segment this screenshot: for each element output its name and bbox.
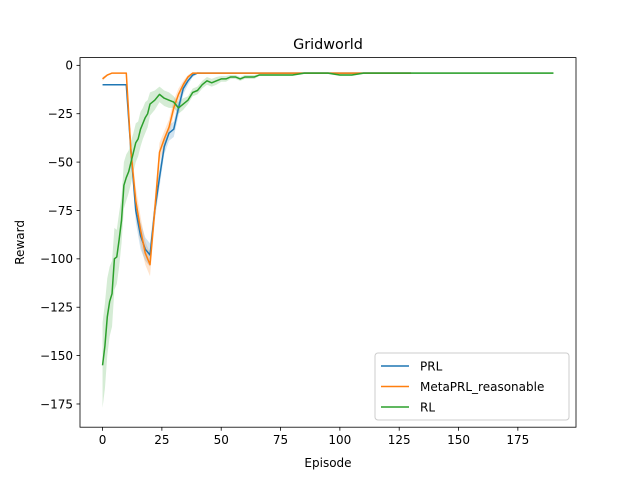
series-band-2 bbox=[102, 72, 554, 408]
x-tick-label: 150 bbox=[447, 433, 470, 447]
series-line-2 bbox=[101, 72, 554, 366]
x-axis-ticks: 0 25 50 75 100 125 150 175 bbox=[99, 427, 529, 447]
y-tick-label: −25 bbox=[48, 107, 73, 121]
y-tick-label: −75 bbox=[48, 204, 73, 218]
legend-label-0: PRL bbox=[420, 359, 443, 373]
legend-box bbox=[374, 352, 570, 421]
series-line-1 bbox=[102, 72, 412, 266]
x-tick-label: 25 bbox=[154, 433, 169, 447]
x-tick-label: 175 bbox=[506, 433, 529, 447]
x-tick-label: 75 bbox=[273, 433, 288, 447]
y-axis-label: Reward bbox=[13, 220, 27, 265]
y-tick-label: −150 bbox=[40, 349, 73, 363]
chart-title: Gridworld bbox=[293, 37, 363, 53]
legend-label-1: MetaPRL_reasonable bbox=[420, 380, 544, 394]
legend-label-2: RL bbox=[420, 400, 435, 414]
x-tick-label: 0 bbox=[99, 433, 107, 447]
y-tick-label: −175 bbox=[40, 397, 73, 411]
x-tick-label: 50 bbox=[214, 433, 229, 447]
x-tick-label: 100 bbox=[328, 433, 351, 447]
x-axis-label: Episode bbox=[304, 456, 351, 470]
y-tick-label: −100 bbox=[40, 252, 73, 266]
y-tick-label: −50 bbox=[48, 155, 73, 169]
plot-frame bbox=[79, 57, 577, 428]
y-axis-ticks: 0 −25 −50 −75 −100 −125 −150 −175 bbox=[40, 59, 80, 411]
y-tick-label: 0 bbox=[65, 59, 73, 73]
confidence-bands bbox=[102, 72, 554, 408]
legend: PRL MetaPRL_reasonable RL bbox=[374, 352, 570, 421]
x-tick-label: 125 bbox=[388, 433, 411, 447]
y-tick-label: −125 bbox=[40, 301, 73, 315]
series-lines bbox=[101, 72, 554, 366]
